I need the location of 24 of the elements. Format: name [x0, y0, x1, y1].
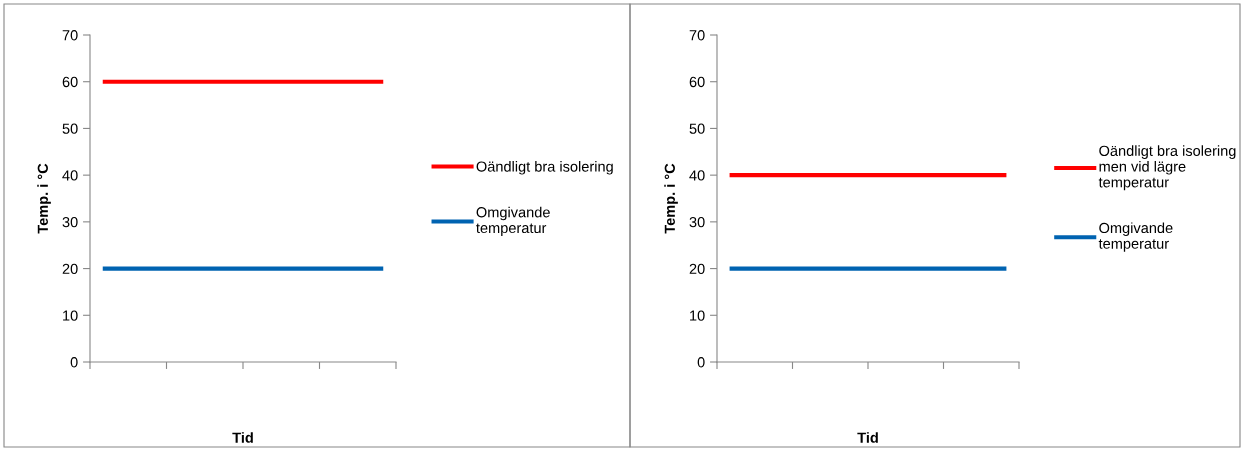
x-axis-title: Tid	[232, 432, 253, 443]
legend-label: Oändligt bra isolering men vid lägre temperatur	[1098, 145, 1236, 191]
y-tick-label: 40	[62, 170, 78, 181]
y-tick-label: 10	[690, 310, 705, 321]
y-tick-label: 70	[62, 30, 78, 41]
y-tick-label: 0	[697, 357, 705, 368]
y-tick-label: 70	[689, 30, 705, 41]
y-tick-label: 30	[62, 216, 78, 228]
y-axis-title: Temp. i °C	[37, 163, 51, 234]
legend-label: Omgivande temperatur	[1098, 222, 1173, 252]
y-tick-label: 10	[63, 310, 78, 321]
y-tick-label: 0	[70, 357, 78, 368]
y-tick-label: 60	[689, 76, 705, 88]
y-tick-label: 40	[689, 170, 705, 181]
y-axis-title: Temp. i °C	[664, 163, 678, 234]
legend-label: Omgivande temperatur	[476, 206, 550, 236]
y-tick-label: 20	[689, 263, 705, 274]
x-axis-title: Tid	[857, 432, 878, 443]
y-tick-label: 50	[62, 123, 78, 134]
y-tick-label: 50	[689, 123, 705, 134]
y-tick-label: 60	[62, 76, 78, 88]
y-tick-label: 20	[62, 263, 78, 274]
y-tick-label: 30	[689, 216, 705, 228]
legend-label: Oändligt bra isolering	[476, 161, 613, 175]
